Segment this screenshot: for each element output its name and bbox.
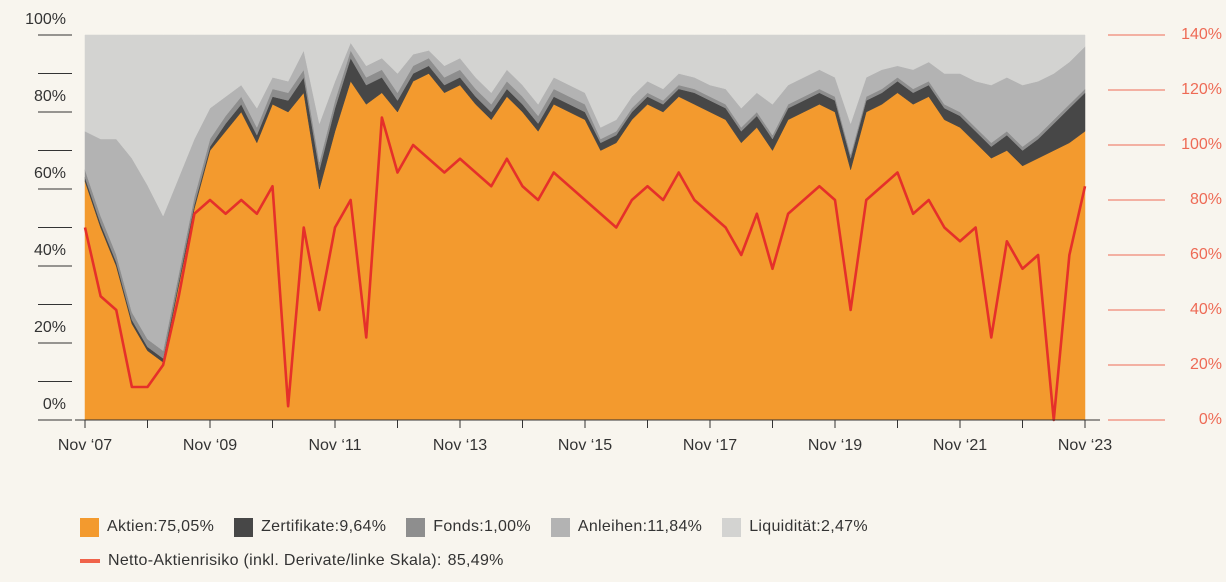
legend-value: 11,84% bbox=[647, 518, 703, 535]
legend-swatch bbox=[80, 559, 100, 563]
y2-tick-label: 60% bbox=[1190, 246, 1222, 263]
legend-item: Zertifikate9,64% bbox=[234, 517, 387, 537]
x-tick-label: Nov ‘19 bbox=[808, 437, 862, 454]
x-tick-label: Nov ‘13 bbox=[433, 437, 487, 454]
legend-item: Fonds1,00% bbox=[406, 517, 531, 537]
x-tick-label: Nov ‘17 bbox=[683, 437, 737, 454]
y2-tick-label: 120% bbox=[1181, 81, 1222, 98]
legend-row: Aktien75,05% Zertifikate9,64% Fonds1,00% An… bbox=[80, 514, 888, 540]
line bbox=[83, 116, 1087, 422]
legend-value: 85,49% bbox=[447, 552, 504, 569]
legend-swatch bbox=[550, 517, 570, 537]
area bbox=[84, 34, 1086, 217]
legend-label: Anleihen bbox=[578, 518, 647, 536]
legend-label: Zertifikate bbox=[261, 518, 339, 536]
legend-swatch bbox=[80, 517, 99, 537]
y-tick-label: 0% bbox=[43, 396, 66, 413]
legend-value: 2,47% bbox=[821, 518, 868, 535]
y2-tick-label: 20% bbox=[1190, 356, 1222, 373]
x-tick-label: Nov ‘09 bbox=[183, 437, 237, 454]
legend-item: Aktien75,05% bbox=[80, 517, 215, 537]
x-tick-label: Nov ‘15 bbox=[558, 437, 612, 454]
legend-item: Liquidität2,47% bbox=[722, 517, 868, 537]
legend-label: Fonds bbox=[433, 518, 484, 536]
y-tick-label: 80% bbox=[34, 88, 66, 105]
legend-label: Aktien bbox=[107, 518, 158, 536]
x-tick-label: Nov ‘11 bbox=[308, 437, 361, 454]
legend-value: 1,00% bbox=[484, 518, 531, 535]
x-tick-label: Nov ‘21 bbox=[933, 437, 987, 454]
legend: Aktien75,05% Zertifikate9,64% Fonds1,00% An… bbox=[80, 514, 888, 582]
y2-tick-label: 100% bbox=[1181, 136, 1222, 153]
y-tick-label: 60% bbox=[34, 165, 66, 182]
y-tick-label: 20% bbox=[34, 319, 66, 336]
legend-label: Netto-Aktienrisiko (inkl. Derivate/linke… bbox=[108, 552, 442, 570]
legend-value: 9,64% bbox=[339, 518, 387, 535]
legend-swatch bbox=[406, 517, 426, 537]
y2-tick-label: 80% bbox=[1190, 191, 1222, 208]
legend-item: Netto-Aktienrisiko (inkl. Derivate/linke… bbox=[80, 552, 504, 570]
y2-tick-label: 40% bbox=[1190, 301, 1222, 318]
x-tick-label: Nov ‘07 bbox=[58, 437, 112, 454]
chart: 0% 20% 40% 60% 80% 100% 0% 20% 40% 60% 80% 100% 120%… bbox=[25, 11, 1222, 454]
y2-tick-label: 0% bbox=[1199, 411, 1222, 428]
legend-value: 75,05% bbox=[158, 518, 215, 535]
legend-item: Anleihen11,84% bbox=[550, 517, 703, 537]
y-tick-label: 40% bbox=[34, 242, 66, 259]
y2-tick-label: 140% bbox=[1181, 26, 1222, 43]
y-tick-label: 100% bbox=[25, 11, 66, 28]
legend-row: Netto-Aktienrisiko (inkl. Derivate/linke… bbox=[80, 548, 888, 574]
legend-label: Liquidität bbox=[749, 518, 821, 536]
area bbox=[84, 73, 1086, 421]
legend-swatch bbox=[722, 517, 742, 537]
legend-swatch bbox=[234, 517, 254, 537]
x-tick-label: Nov ‘23 bbox=[1058, 437, 1112, 454]
